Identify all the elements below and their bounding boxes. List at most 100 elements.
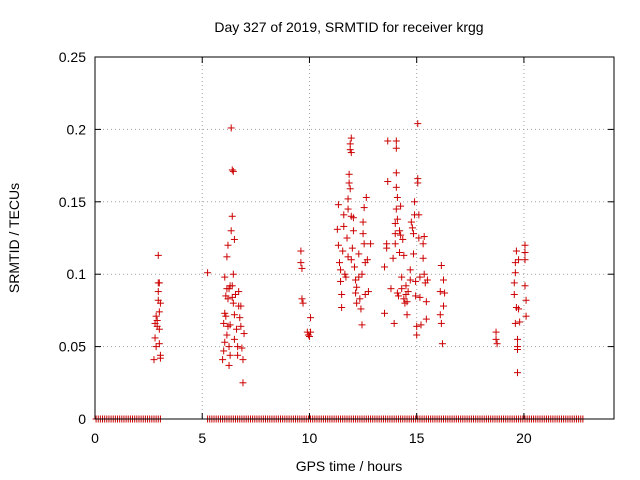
data-point — [221, 338, 229, 346]
data-point — [437, 319, 445, 327]
data-point — [416, 273, 424, 281]
data-point — [154, 288, 162, 296]
data-point — [357, 305, 365, 313]
data-point — [225, 343, 233, 351]
data-point — [392, 137, 400, 145]
data-point — [522, 312, 530, 320]
data-point — [359, 230, 367, 238]
data-point — [220, 319, 228, 327]
grid-lines — [95, 57, 614, 419]
data-point — [227, 227, 235, 235]
data-point — [492, 328, 500, 336]
data-point — [420, 270, 428, 278]
data-point — [346, 185, 354, 193]
data-point — [409, 250, 417, 258]
data-point — [403, 311, 411, 319]
data-point — [403, 298, 411, 306]
data-point — [411, 198, 419, 206]
data-point — [307, 328, 315, 336]
data-point — [342, 273, 350, 281]
data-point — [335, 259, 343, 267]
axes: 0 5 10 15 20 0 0.05 0.1 0.15 0.2 0.25 — [59, 49, 615, 446]
data-point — [355, 273, 363, 281]
data-point — [240, 330, 248, 338]
data-point — [360, 204, 368, 212]
data-point — [396, 227, 404, 235]
data-point — [299, 299, 307, 307]
data-point — [521, 282, 529, 290]
data-point — [422, 298, 430, 306]
data-point — [151, 334, 159, 342]
data-point — [356, 295, 364, 303]
data-point — [358, 270, 366, 278]
data-point — [361, 290, 369, 298]
data-point — [521, 256, 529, 264]
data-point — [404, 288, 412, 296]
data-point — [150, 356, 158, 364]
data-point — [417, 321, 425, 329]
data-point — [237, 322, 245, 330]
data-point — [236, 314, 244, 322]
data-point — [392, 144, 400, 152]
data-point — [510, 279, 518, 287]
data-point — [513, 345, 521, 353]
data-point — [220, 347, 228, 355]
data-point — [392, 183, 400, 191]
chart-title: Day 327 of 2019, SRMTID for receiver krg… — [214, 19, 483, 35]
data-point — [353, 299, 361, 307]
data-point — [364, 288, 372, 296]
data-point — [399, 235, 407, 243]
data-point — [224, 295, 232, 303]
data-point — [307, 314, 315, 322]
x-axis-label: GPS time / hours — [296, 458, 403, 474]
data-point — [367, 240, 375, 248]
data-point — [516, 318, 524, 326]
data-point — [513, 369, 521, 377]
data-point — [334, 201, 342, 209]
data-point — [221, 309, 229, 317]
data-point — [440, 276, 448, 284]
data-point — [437, 262, 445, 270]
data-point — [224, 241, 232, 249]
data-point — [219, 356, 227, 364]
data-point — [347, 149, 355, 157]
data-point — [384, 137, 392, 145]
data-point — [221, 273, 229, 281]
data-point — [234, 351, 242, 359]
data-point — [407, 218, 415, 226]
data-point — [156, 354, 164, 362]
data-point — [392, 205, 400, 213]
data-point — [414, 120, 422, 128]
data-point — [237, 302, 245, 310]
data-point — [393, 193, 401, 201]
data-point — [340, 222, 348, 230]
data-point — [346, 146, 354, 154]
data-point — [234, 343, 242, 351]
data-point — [493, 340, 501, 348]
data-point — [515, 256, 523, 264]
data-point — [229, 270, 237, 278]
data-point — [515, 305, 523, 313]
data-point — [155, 325, 163, 333]
data-point — [413, 331, 421, 339]
data-point — [347, 134, 355, 142]
data-point — [343, 234, 351, 242]
data-point — [226, 351, 234, 359]
data-point — [239, 356, 247, 364]
data-point — [204, 269, 212, 277]
data-point — [223, 253, 231, 261]
data-point — [408, 224, 416, 232]
data-point — [394, 292, 402, 300]
data-point — [393, 289, 401, 297]
data-point — [347, 256, 355, 264]
data-point — [387, 285, 395, 293]
data-point — [352, 276, 360, 284]
data-point — [341, 270, 349, 278]
data-point — [511, 319, 519, 327]
data-point — [352, 289, 360, 297]
x-tick-label: 20 — [516, 430, 532, 446]
data-point — [305, 332, 313, 340]
data-point — [414, 179, 422, 187]
data-point — [155, 340, 163, 348]
